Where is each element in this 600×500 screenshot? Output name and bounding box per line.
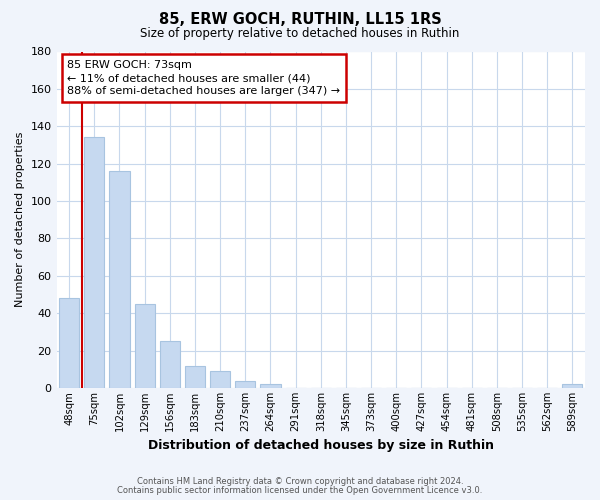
Bar bbox=[59, 298, 79, 388]
Bar bbox=[210, 371, 230, 388]
Text: 85 ERW GOCH: 73sqm
← 11% of detached houses are smaller (44)
88% of semi-detache: 85 ERW GOCH: 73sqm ← 11% of detached hou… bbox=[67, 60, 340, 96]
Bar bbox=[160, 342, 180, 388]
Text: 85, ERW GOCH, RUTHIN, LL15 1RS: 85, ERW GOCH, RUTHIN, LL15 1RS bbox=[158, 12, 442, 28]
Text: Contains HM Land Registry data © Crown copyright and database right 2024.: Contains HM Land Registry data © Crown c… bbox=[137, 477, 463, 486]
Bar bbox=[134, 304, 155, 388]
Bar bbox=[235, 380, 256, 388]
Bar bbox=[84, 138, 104, 388]
Text: Contains public sector information licensed under the Open Government Licence v3: Contains public sector information licen… bbox=[118, 486, 482, 495]
Bar bbox=[109, 171, 130, 388]
Y-axis label: Number of detached properties: Number of detached properties bbox=[15, 132, 25, 308]
X-axis label: Distribution of detached houses by size in Ruthin: Distribution of detached houses by size … bbox=[148, 440, 494, 452]
Bar bbox=[562, 384, 583, 388]
Bar bbox=[185, 366, 205, 388]
Bar bbox=[260, 384, 281, 388]
Text: Size of property relative to detached houses in Ruthin: Size of property relative to detached ho… bbox=[140, 28, 460, 40]
